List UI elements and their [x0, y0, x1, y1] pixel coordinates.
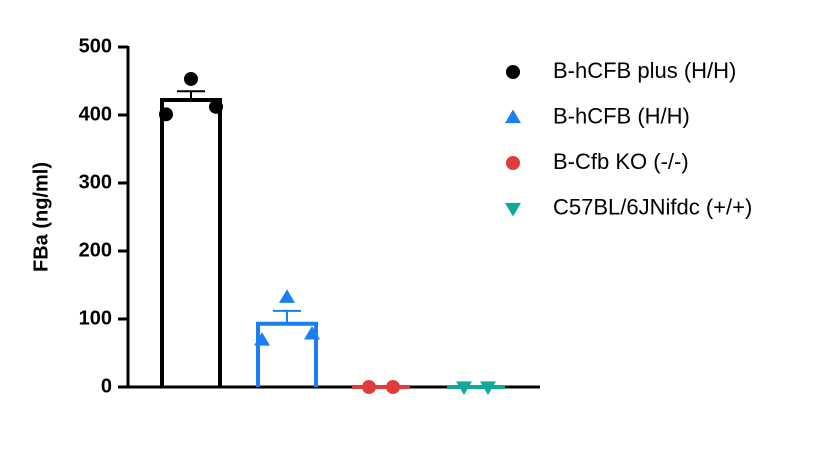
y-tick-label: 0	[101, 375, 112, 397]
y-axis-title: FBa (ng/ml)	[30, 162, 52, 272]
legend-label: B-hCFB plus (H/H)	[553, 58, 736, 83]
data-point	[209, 99, 223, 114]
data-point	[184, 71, 198, 86]
data-point	[480, 381, 496, 395]
legend-marker	[505, 202, 521, 217]
legend-marker	[505, 109, 521, 124]
legend-label: C57BL/6JNifdc (+/+)	[553, 194, 752, 219]
data-point	[386, 380, 400, 394]
y-tick-label: 200	[79, 239, 112, 261]
y-tick-label: 400	[79, 103, 112, 125]
y-tick-label: 100	[79, 307, 112, 329]
y-tick-label: 500	[79, 35, 112, 57]
data-point	[159, 107, 173, 122]
legend-marker	[506, 65, 520, 79]
y-tick-label: 300	[79, 171, 112, 193]
bar	[256, 321, 318, 387]
legend-label: B-hCFB (H/H)	[553, 103, 690, 128]
legend-label: B-Cfb KO (-/-)	[553, 149, 689, 174]
data-point	[254, 332, 270, 346]
bar	[160, 98, 222, 387]
data-point	[304, 325, 320, 340]
data-point	[279, 289, 295, 303]
error-bar	[273, 309, 301, 324]
data-point	[362, 380, 376, 394]
data-point	[456, 381, 472, 395]
legend-marker	[506, 156, 520, 170]
error-bar	[177, 90, 205, 101]
